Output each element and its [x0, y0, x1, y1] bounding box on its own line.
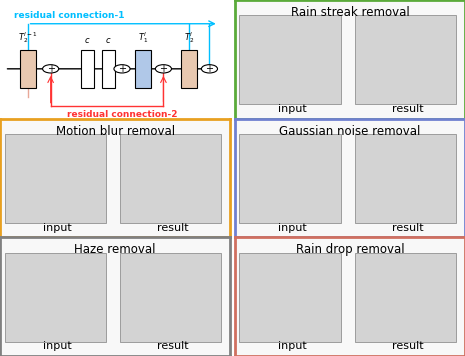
Circle shape	[201, 65, 218, 73]
FancyBboxPatch shape	[181, 50, 197, 88]
Text: Gaussian noise removal: Gaussian noise removal	[279, 125, 421, 138]
Text: Rain streak removal: Rain streak removal	[291, 6, 409, 19]
Bar	[5, 134, 106, 223]
Text: result: result	[157, 341, 188, 351]
Text: Motion blur removal: Motion blur removal	[55, 125, 175, 138]
Bar	[354, 15, 456, 104]
Text: +: +	[206, 64, 213, 74]
Text: Rain drop removal: Rain drop removal	[296, 243, 404, 256]
Text: +: +	[46, 64, 55, 74]
Text: input: input	[278, 222, 307, 232]
FancyBboxPatch shape	[102, 50, 114, 88]
Text: input: input	[43, 222, 72, 232]
Text: residual connection-1: residual connection-1	[14, 11, 124, 20]
Bar	[120, 253, 221, 342]
Circle shape	[114, 65, 130, 73]
Text: input: input	[43, 341, 72, 351]
Text: result: result	[392, 104, 423, 114]
FancyBboxPatch shape	[20, 50, 36, 88]
Bar	[354, 134, 456, 223]
Text: $c$: $c$	[105, 36, 112, 45]
Text: residual connection-2: residual connection-2	[67, 110, 177, 119]
Circle shape	[43, 65, 59, 73]
Bar	[239, 253, 341, 342]
Text: $T_2^l$: $T_2^l$	[184, 30, 194, 45]
Text: $T_2^{l-1}$: $T_2^{l-1}$	[18, 30, 38, 45]
Text: result: result	[392, 341, 423, 351]
Text: $c$: $c$	[84, 36, 91, 45]
Text: input: input	[278, 341, 307, 351]
Bar	[5, 253, 106, 342]
Bar	[354, 253, 456, 342]
Text: +: +	[159, 64, 167, 74]
Bar	[239, 134, 341, 223]
Text: input: input	[278, 104, 307, 114]
Text: +: +	[118, 64, 126, 74]
FancyBboxPatch shape	[81, 50, 94, 88]
Bar	[120, 134, 221, 223]
Text: Haze removal: Haze removal	[74, 243, 156, 256]
Bar	[239, 15, 341, 104]
Text: result: result	[157, 222, 188, 232]
Circle shape	[155, 65, 172, 73]
Text: result: result	[392, 222, 423, 232]
Text: $T_1^l$: $T_1^l$	[138, 30, 148, 45]
FancyBboxPatch shape	[135, 50, 151, 88]
